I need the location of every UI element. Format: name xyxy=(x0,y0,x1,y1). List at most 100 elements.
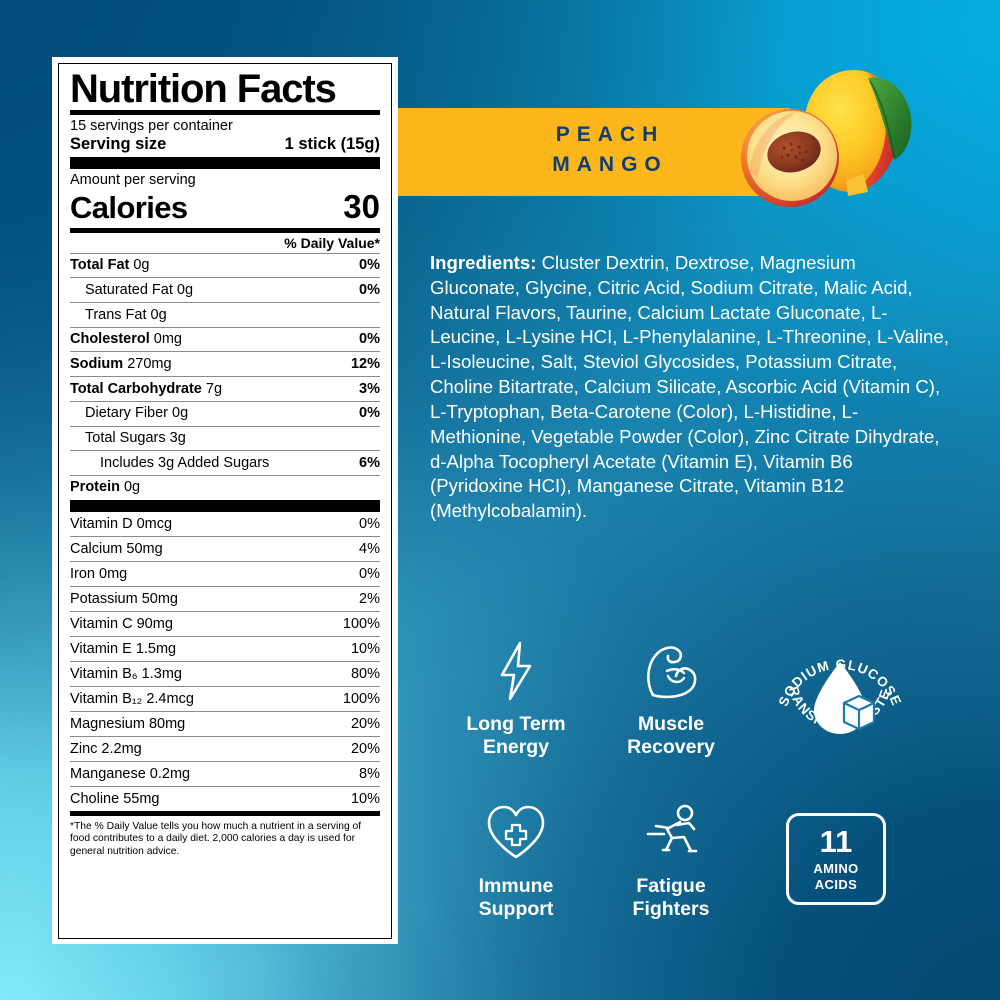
divider-row xyxy=(70,785,380,787)
calories-label: Calories xyxy=(70,189,188,225)
divider-row xyxy=(70,474,380,476)
nutrient-name: Dietary Fiber 0g xyxy=(85,405,189,422)
calories-row: Calories 30 xyxy=(70,188,380,228)
amino-acids-label-line-1: AMINO xyxy=(813,861,859,877)
micronutrient-daily-value: 0% xyxy=(359,515,380,532)
micronutrient-name: Calcium 50mg xyxy=(70,540,163,557)
nutrient-row: Trans Fat 0g xyxy=(70,303,380,327)
nutrient-row: Cholesterol 0mg 0% xyxy=(70,328,380,352)
divider-row xyxy=(70,252,380,254)
micronutrient-row: Vitamin B₆ 1.3mg 80% xyxy=(70,662,380,686)
flavor-name: PEACH MANGO xyxy=(480,120,740,180)
micronutrient-name: Iron 0mg xyxy=(70,565,128,582)
nutrient-row: Protein 0g xyxy=(70,476,380,500)
micronutrient-name: Vitamin D 0mcg xyxy=(70,515,173,532)
daily-value-header: % Daily Value* xyxy=(284,234,380,251)
micronutrient-daily-value: 100% xyxy=(342,690,380,707)
micronutrient-row: Potassium 50mg 2% xyxy=(70,587,380,611)
divider-row xyxy=(70,450,380,452)
divider-row xyxy=(70,425,380,427)
nutrient-name: Trans Fat 0g xyxy=(85,306,167,323)
flavor-line-1: PEACH xyxy=(555,123,665,146)
divider-row xyxy=(70,760,380,762)
running-person-icon xyxy=(591,800,751,866)
divider-row xyxy=(70,351,380,353)
flavor-line-2: MANGO xyxy=(552,152,668,176)
flavor-banner-bar xyxy=(398,108,790,196)
ingredients-paragraph: Ingredients: Cluster Dextrin, Dextrose, … xyxy=(430,251,950,524)
peach-mango-fruit-image xyxy=(741,70,912,207)
benefit-fatigue-fighters: Fatigue Fighters xyxy=(591,800,751,921)
nutrient-daily-value: 0% xyxy=(359,257,380,274)
micronutrient-rows: Vitamin D 0mcg 0% Calcium 50mg 4% Iron 0mg 0%… xyxy=(70,512,380,811)
micronutrient-name: Manganese 0.2mg xyxy=(70,765,191,782)
nutrient-row: Sodium 270mg 12% xyxy=(70,352,380,376)
nutrient-daily-value: 0% xyxy=(359,405,380,422)
nutrient-rows: Total Fat 0g 0% Saturated Fat 0g 0% Trans Fa… xyxy=(70,252,380,500)
nutrient-daily-value: 0% xyxy=(359,331,380,348)
micronutrient-name: Zinc 2.2mg xyxy=(70,740,142,757)
benefit-label-line-2: Support xyxy=(478,898,554,920)
divider-row xyxy=(70,685,380,687)
divider-row xyxy=(70,535,380,537)
nutrient-row: Total Fat 0g 0% xyxy=(70,254,380,278)
nutrient-daily-value: 3% xyxy=(359,380,380,397)
amino-acids-count: 11 xyxy=(819,824,853,860)
servings-per-container: 15 servings per container xyxy=(70,117,233,134)
serving-size-label: Serving size xyxy=(70,134,167,153)
micronutrient-row: Vitamin E 1.5mg 10% xyxy=(70,637,380,661)
benefit-long-term-energy: Long Term Energy xyxy=(436,638,596,759)
benefit-label-line-2: Energy xyxy=(482,736,550,758)
micronutrient-row: Calcium 50mg 4% xyxy=(70,537,380,561)
micronutrient-name: Potassium 50mg xyxy=(70,590,178,607)
micronutrient-name: Magnesium 80mg xyxy=(70,715,186,732)
micronutrient-daily-value: 80% xyxy=(350,665,380,682)
ingredients-label: Ingredients: xyxy=(430,252,537,273)
heart-plus-icon xyxy=(436,800,596,866)
divider-row xyxy=(70,326,380,328)
micronutrient-row: Zinc 2.2mg 20% xyxy=(70,737,380,761)
micronutrient-daily-value: 10% xyxy=(350,790,380,807)
micronutrient-name: Vitamin E 1.5mg xyxy=(70,640,177,657)
benefit-label-line-1: Fatigue xyxy=(636,875,706,897)
micronutrient-name: Vitamin C 90mg xyxy=(70,615,173,632)
divider-row xyxy=(70,610,380,612)
divider-row xyxy=(70,585,380,587)
divider-title xyxy=(70,109,380,115)
nutrient-name: Includes 3g Added Sugars xyxy=(100,454,270,471)
divider-heavy-bottom xyxy=(70,810,380,816)
water-droplet-sugar-cube-icon xyxy=(814,662,876,734)
nutrient-name: Total Carbohydrate 7g xyxy=(70,380,223,397)
serving-size-row: Serving size 1 stick (15g) xyxy=(70,134,380,157)
ingredients-text: Cluster Dextrin, Dextrose, Magnesium Glu… xyxy=(430,252,949,522)
divider-row xyxy=(70,400,380,402)
micronutrient-name: Vitamin B₁₂ 2.4mcg xyxy=(70,690,194,707)
nutrient-row: Saturated Fat 0g 0% xyxy=(70,278,380,302)
micronutrient-name: Choline 55mg xyxy=(70,790,160,807)
nutrition-facts-title: Nutrition Facts xyxy=(70,67,337,111)
micronutrient-daily-value: 20% xyxy=(350,715,380,732)
divider-row xyxy=(70,735,380,737)
micronutrient-row: Iron 0mg 0% xyxy=(70,562,380,586)
flexed-bicep-icon xyxy=(591,638,751,704)
divider-heavy-mid xyxy=(70,499,380,512)
nutrient-name: Protein 0g xyxy=(70,479,141,496)
daily-value-footnote: *The % Daily Value tells you how much a … xyxy=(70,820,362,858)
amount-per-serving-label: Amount per serving xyxy=(70,171,196,188)
micronutrient-row: Vitamin C 90mg 100% xyxy=(70,612,380,636)
calories-value: 30 xyxy=(343,187,380,225)
benefit-label-line-1: Immune xyxy=(478,875,554,897)
divider-row xyxy=(70,376,380,378)
benefit-immune-support: Immune Support xyxy=(436,800,596,921)
micronutrient-daily-value: 10% xyxy=(350,640,380,657)
divider-row xyxy=(70,635,380,637)
divider-calories xyxy=(70,227,380,233)
micronutrient-name: Vitamin B₆ 1.3mg xyxy=(70,665,182,682)
lightning-bolt-icon xyxy=(436,638,596,704)
nutrient-row: Total Carbohydrate 7g 3% xyxy=(70,377,380,401)
nutrient-name: Sodium 270mg xyxy=(70,355,172,372)
nutrient-daily-value: 6% xyxy=(359,454,380,471)
micronutrient-row: Magnesium 80mg 20% xyxy=(70,712,380,736)
nutrient-daily-value: 12% xyxy=(350,355,380,372)
micronutrient-daily-value: 20% xyxy=(350,740,380,757)
